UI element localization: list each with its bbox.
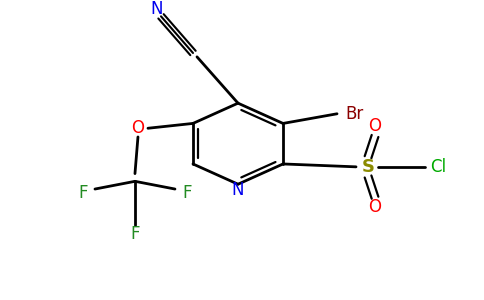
Text: O: O — [368, 117, 381, 135]
Text: O: O — [132, 119, 144, 137]
Text: F: F — [130, 225, 140, 243]
Text: N: N — [151, 0, 163, 18]
Text: O: O — [368, 198, 381, 216]
Text: N: N — [232, 181, 244, 199]
Text: Br: Br — [345, 105, 363, 123]
Text: Cl: Cl — [430, 158, 446, 176]
Text: F: F — [182, 184, 192, 202]
Text: S: S — [362, 158, 375, 176]
Text: F: F — [78, 184, 88, 202]
